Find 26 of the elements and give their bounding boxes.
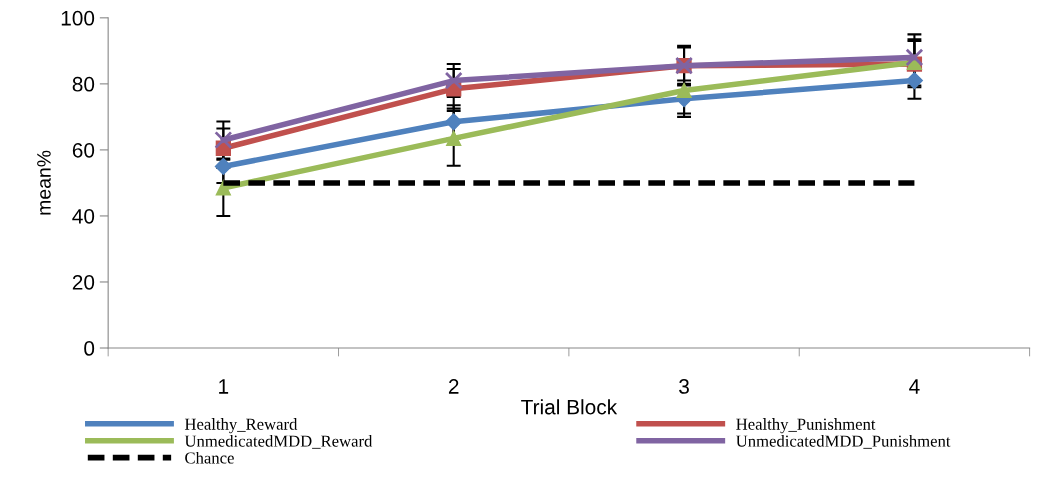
x-tick-label: 3 xyxy=(679,379,689,394)
y-tick-label: 0 xyxy=(84,341,95,356)
point xyxy=(445,113,463,131)
y-tick-label: 80 xyxy=(72,76,95,92)
legend-label: Chance xyxy=(185,451,234,464)
y-axis-title: mean% xyxy=(37,150,51,215)
point xyxy=(676,82,692,99)
legend-label: UnmedicatedMDD_Punishment xyxy=(736,435,951,449)
y-tick-label: 20 xyxy=(72,274,95,290)
point xyxy=(446,130,462,146)
point xyxy=(905,72,923,90)
x-axis-title: Trial Block xyxy=(521,399,618,415)
legend-label: UnmedicatedMDD_Reward xyxy=(184,435,373,449)
legend-label: Healthy_Punishment xyxy=(736,418,876,434)
legend-label: Healthy_Reward xyxy=(184,418,298,434)
x-tick-label: 2 xyxy=(448,379,459,394)
point xyxy=(214,130,233,150)
point xyxy=(214,157,232,175)
y-tick-label: 40 xyxy=(72,208,95,224)
y-tick-label: 100 xyxy=(61,10,95,26)
point xyxy=(444,71,463,90)
y-tick-label: 60 xyxy=(72,142,95,158)
point xyxy=(905,48,924,67)
x-tick-label: 1 xyxy=(219,379,229,394)
point xyxy=(215,180,231,196)
x-tick-label: 4 xyxy=(909,379,920,394)
